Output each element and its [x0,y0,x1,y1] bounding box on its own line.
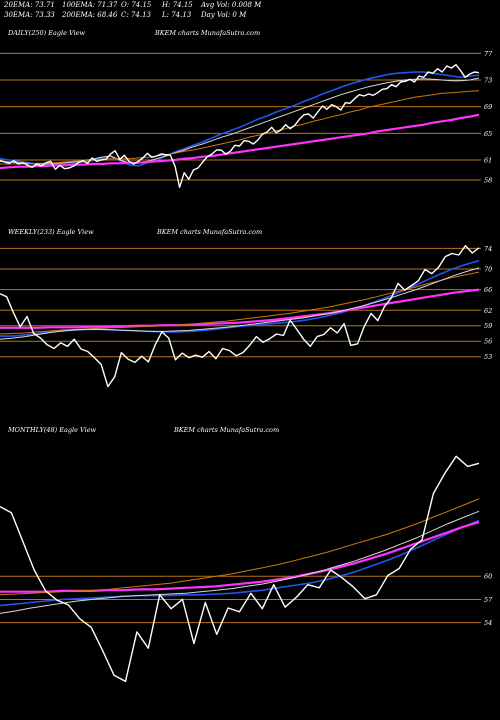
weekly-tick-label: 56 [484,338,492,346]
daily-tick-label: 61 [484,157,492,165]
header-high: H: 74.15 [162,1,193,9]
daily-ema200-line [0,113,480,170]
weekly-tick-label: 70 [484,265,492,273]
weekly-left-title: WEEKLY(233) Eagle View [8,228,94,236]
weekly-tick-label: 53 [484,353,492,361]
header-ema20: 20EMA: 73.71 [4,1,55,9]
weekly-ema30-line [0,267,480,340]
monthly-price-line [0,455,480,683]
header-low: L: 74.13 [162,11,192,19]
daily-tick-label: 65 [484,130,492,138]
daily-tick-label: 77 [484,50,493,58]
monthly-ema100-line [0,498,480,596]
weekly-tick-label: 62 [484,307,492,315]
monthly-ema20-line [0,519,480,607]
monthly-tick-label: 60 [484,573,492,581]
monthly-tick-label: 54 [484,619,492,627]
daily-tick-label: 69 [484,103,492,111]
header-open: O: 74.15 [121,1,152,9]
weekly-tick-label: 59 [484,322,492,330]
monthly-tick-label: 57 [484,596,493,604]
daily-center-title: BKEM charts MunafaSutra.com [155,29,261,37]
header-day-vol: Day Vol: 0 M [201,11,247,19]
header-ema100: 100EMA: 71.37 [62,1,118,9]
weekly-tick-label: 66 [484,286,492,294]
weekly-price-line [0,244,480,388]
header-ema200: 200EMA: 68.46 [62,11,118,19]
monthly-ema200-line [0,521,480,593]
monthly-center-title: BKEM charts MunafaSutra.com [174,426,280,434]
daily-tick-label: 73 [484,77,492,85]
header-close: C: 74.13 [121,11,151,19]
daily-tick-label: 58 [484,177,492,185]
weekly-center-title: BKEM charts MunafaSutra.com [157,228,263,236]
monthly-ema30-line [0,510,480,614]
weekly-ema100-line [0,271,480,335]
daily-price-line [0,63,480,189]
weekly-ema200-line [0,288,480,329]
weekly-tick-label: 74 [484,245,492,253]
header-avg-vol: Avg Vol: 0.008 M [201,1,262,9]
daily-ema100-line [0,90,480,165]
header-ema30: 30EMA: 73.33 [4,11,55,19]
weekly-ema20-line [0,259,480,337]
daily-left-title: DAILY(250) Eagle View [8,29,86,37]
monthly-left-title: MONTHLY(48) Eagle View [8,426,97,434]
